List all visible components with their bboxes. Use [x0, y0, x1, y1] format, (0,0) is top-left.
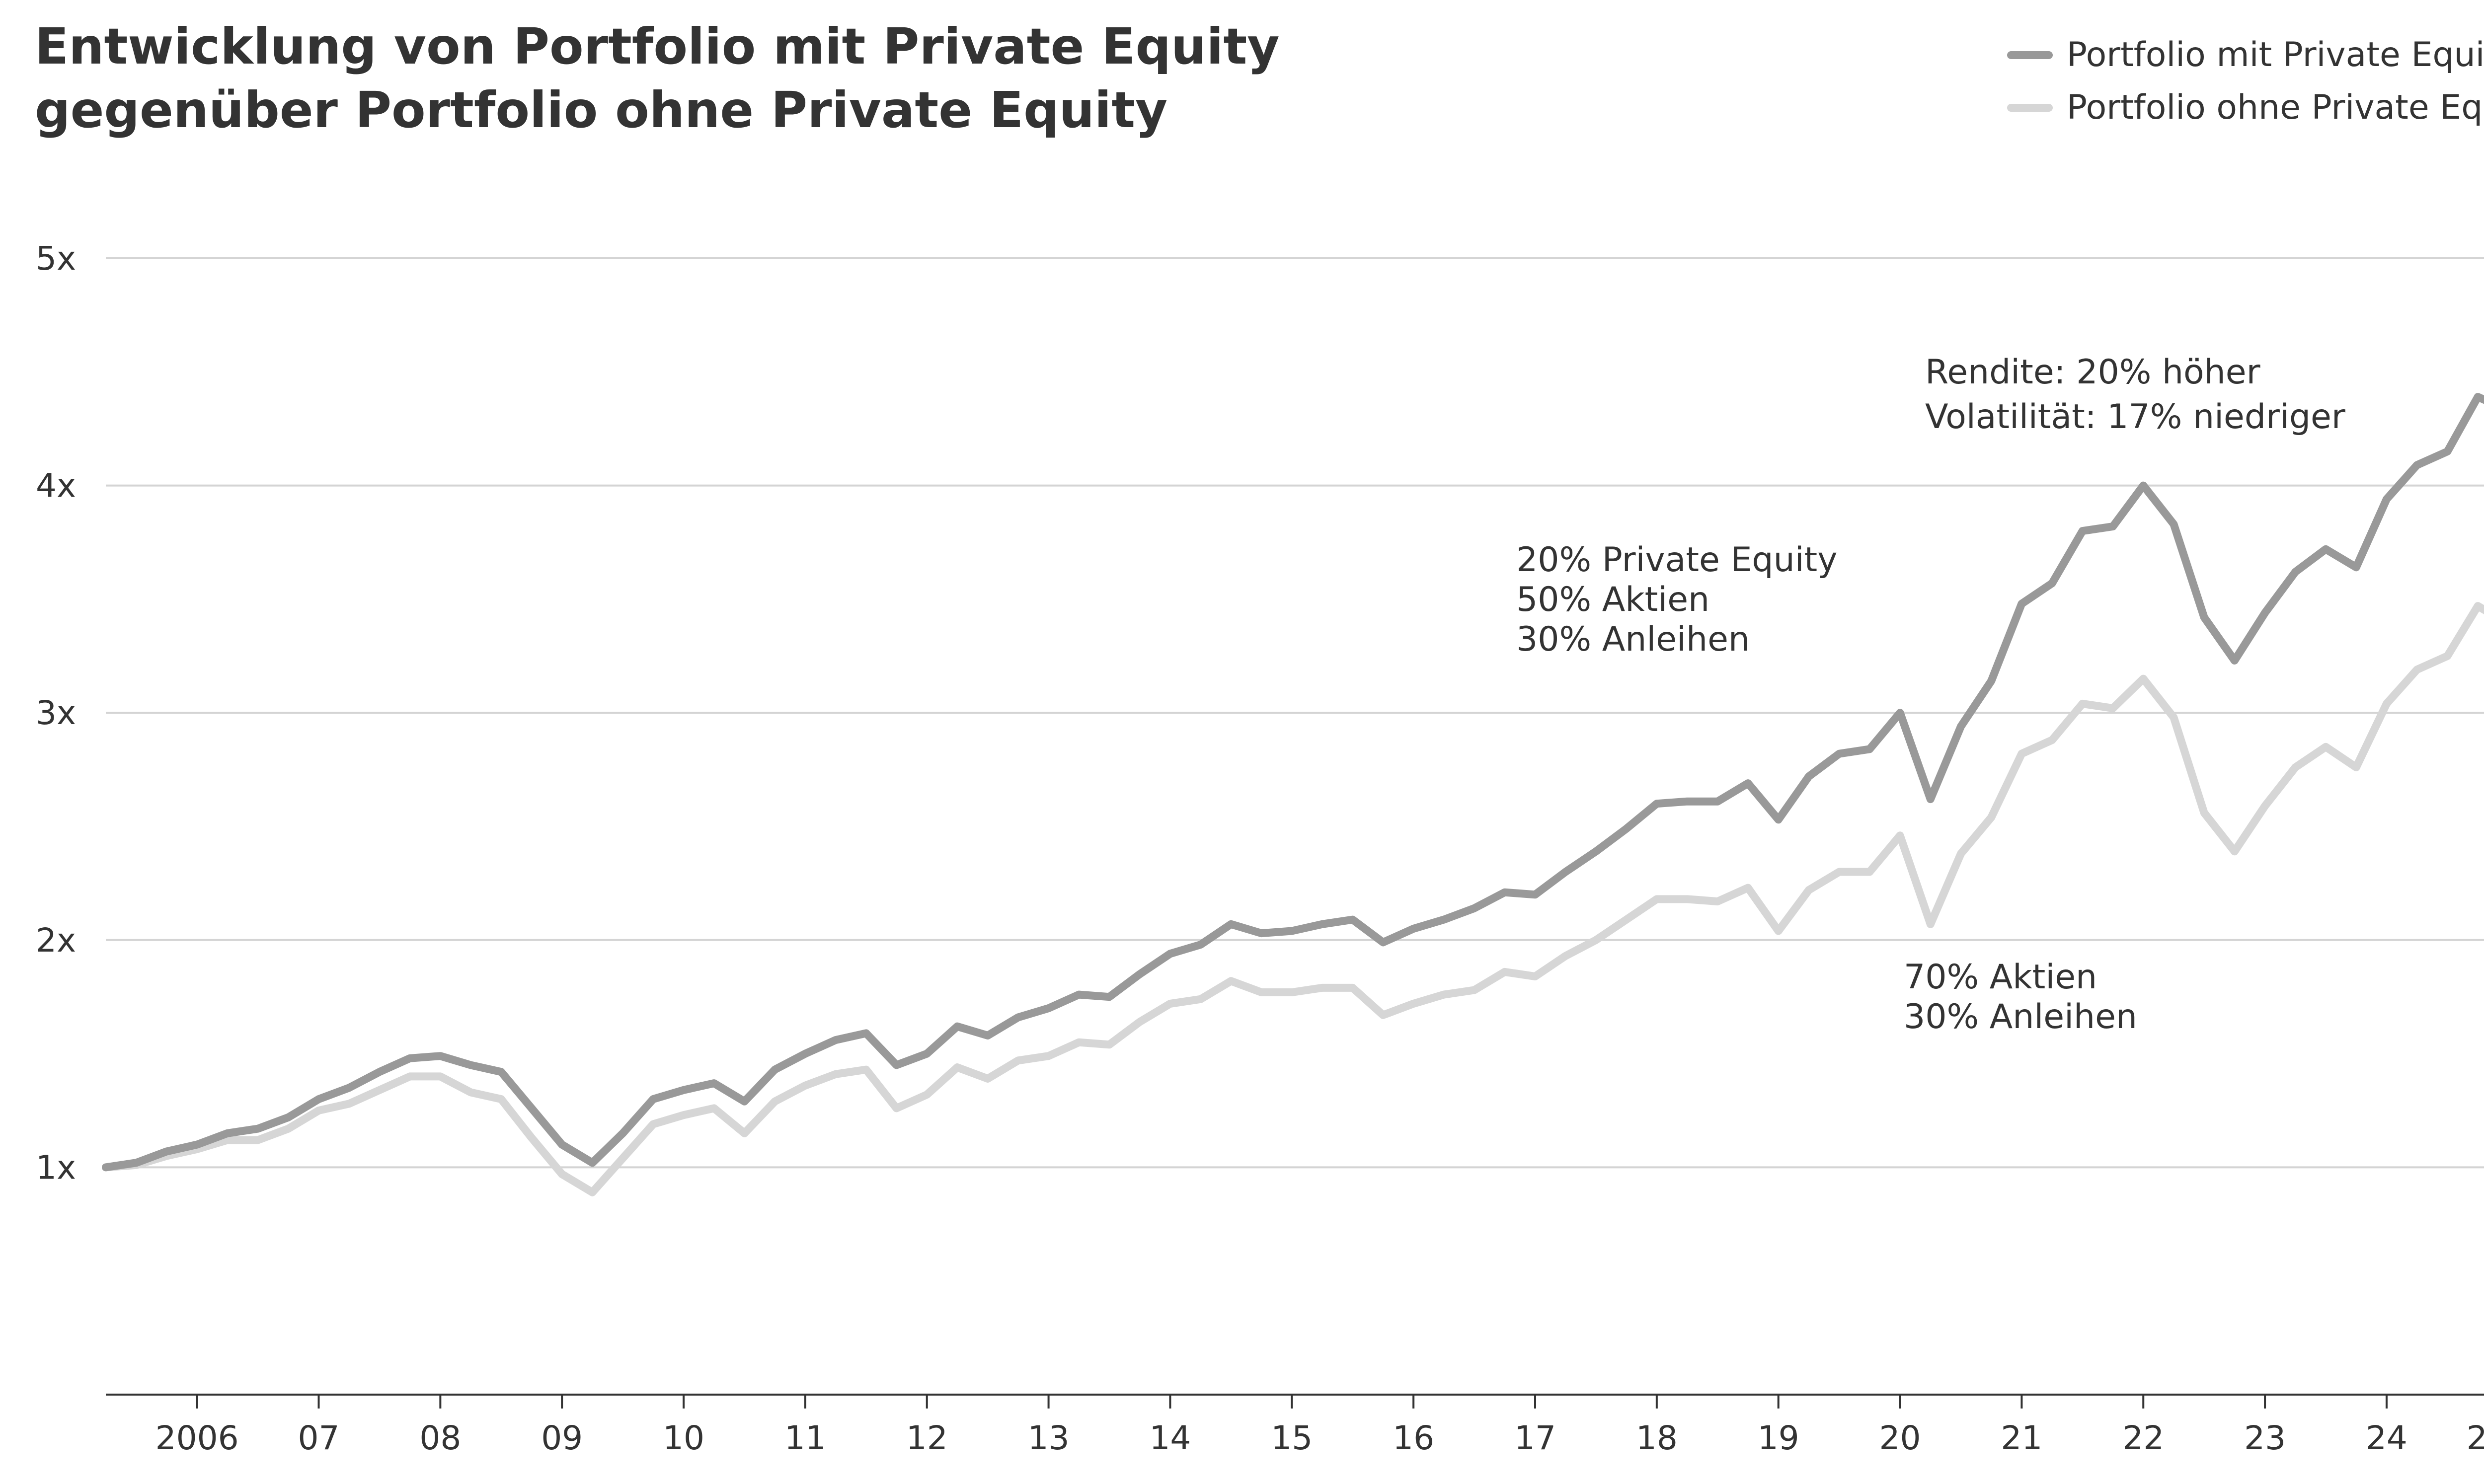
x-tick-label-16: 22	[2122, 1419, 2164, 1457]
x-tick-label-5: 11	[784, 1419, 826, 1457]
chart-title-line-2: gegenüber Portfolio ohne Private Equity	[35, 81, 1168, 139]
x-tick-label-3: 09	[541, 1419, 583, 1457]
grid-layer	[106, 257, 2484, 1169]
annotation-base-line-1: 70% Aktien	[1904, 958, 2097, 997]
axis-layer: 1x 2x 3x 4x 5x 2006 07 08 09 10 11 12 13 14 15 16 17 18 19…	[36, 239, 2484, 1457]
legend-item-with-pe: Portfolio mit Private Equity	[2007, 29, 2484, 81]
chart-title: Entwicklung von Portfolio mit Private Eq…	[35, 15, 1280, 142]
y-tick-label-2: 3x	[36, 694, 76, 732]
annotation-base-line-2: 30% Anleihen	[1904, 997, 2137, 1037]
x-tick-label-10: 16	[1393, 1419, 1434, 1457]
y-tick-label-1: 2x	[36, 921, 76, 960]
annotation-gap-line-2: Volatilität: 17% niedriger	[1925, 397, 2345, 437]
x-tick-label-9: 15	[1271, 1419, 1313, 1457]
x-tick-label-19: 2025	[2467, 1419, 2484, 1457]
annotation-pe-line-3: 30% Anleihen	[1516, 620, 1750, 659]
x-tick-label-18: 24	[2366, 1419, 2407, 1457]
annotation-layer: Rendite: 20% höher Volatilität: 17% nied…	[1516, 353, 2345, 1037]
annotation-pe-line-2: 50% Aktien	[1516, 580, 1709, 619]
legend-swatch-without-pe	[2007, 104, 2053, 112]
chart-title-line-1: Entwicklung von Portfolio mit Private Eq…	[35, 17, 1280, 75]
x-tick-label-13: 19	[1758, 1419, 1799, 1457]
legend-swatch-with-pe	[2007, 51, 2053, 59]
series-line-0	[102, 393, 2484, 1172]
x-tick-label-14: 20	[1879, 1419, 1921, 1457]
x-tick-label-6: 12	[906, 1419, 948, 1457]
x-tick-label-4: 10	[663, 1419, 704, 1457]
x-tick-label-7: 13	[1028, 1419, 1070, 1457]
y-tick-label-0: 1x	[36, 1148, 76, 1187]
annotation-pe-line-1: 20% Private Equity	[1516, 540, 1837, 580]
x-tick-label-0: 2006	[155, 1419, 239, 1457]
x-tick-label-2: 08	[419, 1419, 461, 1457]
x-tick-label-17: 23	[2244, 1419, 2286, 1457]
annotation-gap-line-1: Rendite: 20% höher	[1925, 353, 2260, 392]
y-tick-label-4: 5x	[36, 239, 76, 278]
x-tick-label-1: 07	[298, 1419, 339, 1457]
legend-item-without-pe: Portfolio ohne Private Equity	[2007, 81, 2484, 134]
x-tick-label-15: 21	[2001, 1419, 2042, 1457]
y-tick-label-3: 4x	[36, 467, 76, 505]
legend: Portfolio mit Private Equity Portfolio o…	[2007, 29, 2484, 134]
x-tick-label-12: 18	[1636, 1419, 1678, 1457]
series-line-1	[102, 602, 2484, 1196]
series-layer	[102, 393, 2484, 1196]
x-tick-label-8: 14	[1149, 1419, 1191, 1457]
legend-label-with-pe: Portfolio mit Private Equity	[2067, 35, 2484, 74]
legend-label-without-pe: Portfolio ohne Private Equity	[2067, 88, 2484, 127]
x-tick-label-11: 17	[1514, 1419, 1556, 1457]
